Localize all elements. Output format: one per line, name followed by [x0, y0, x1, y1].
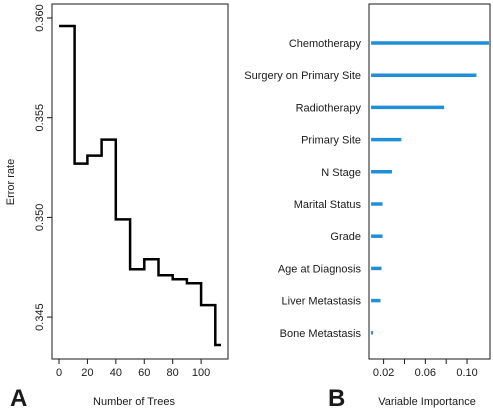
variable-label: Chemotherapy: [289, 38, 362, 50]
panel-b-x-tick-label: 0.06: [415, 367, 436, 379]
variable-label: Radiotherapy: [296, 102, 362, 114]
panel-b-x-tick-label: 0.02: [373, 367, 394, 379]
panel-a-x-axis-title: Number of Trees: [93, 396, 175, 408]
variable-label: Grade: [330, 231, 361, 243]
panel-b-letter: B: [328, 385, 345, 412]
panel-a-x-tick-label: 20: [81, 367, 93, 379]
panel-a-error-rate-chart: 0.345 0.350 0.355 0.360 0 20 40 60 80 100 Error …: [5, 3, 229, 412]
panel-a-y-axis-title: Error rate: [5, 159, 17, 205]
variable-label: N Stage: [321, 167, 361, 179]
panel-b-variable-importance-chart: Chemotherapy Surgery on Primary Site Radio…: [244, 3, 491, 412]
panel-b-x-axis-title: Variable Importance: [378, 396, 476, 408]
panel-a-y-tick-label: 0.350: [34, 204, 46, 232]
variable-label: Age at Diagnosis: [278, 263, 362, 275]
panel-a-x-tick-label: 100: [192, 367, 210, 379]
panel-a-x-axis: 0 20 40 60 80 100: [56, 359, 210, 379]
panel-a-y-tick-label: 0.355: [34, 104, 46, 132]
panel-a-x-tick-label: 60: [138, 367, 150, 379]
panel-a-x-tick-label: 40: [110, 367, 122, 379]
variable-label: Surgery on Primary Site: [244, 70, 361, 82]
panel-b-bars: [371, 41, 489, 335]
panel-a-y-tick-label: 0.360: [34, 4, 46, 32]
panel-b-x-axis: 0.02 0.06 0.10: [373, 359, 478, 379]
panel-a-x-tick-label: 0: [56, 367, 62, 379]
panel-a-y-axis: 0.345 0.350 0.355 0.360: [34, 4, 52, 331]
panel-b-plot-frame: [368, 3, 491, 360]
panel-a-y-tick-label: 0.345: [34, 303, 46, 331]
panel-a-plot-frame: [51, 3, 229, 360]
panel-a-x-tick-label: 80: [167, 367, 179, 379]
panel-a-letter: A: [10, 385, 27, 412]
variable-label: Liver Metastasis: [282, 296, 362, 308]
variable-label: Primary Site: [301, 135, 361, 147]
error-rate-line: [59, 24, 221, 347]
panel-b-category-labels: Chemotherapy Surgery on Primary Site Radio…: [244, 38, 361, 340]
panel-b-x-tick-label: 0.10: [456, 367, 477, 379]
variable-label: Marital Status: [294, 199, 362, 211]
variable-label: Bone Metastasis: [280, 328, 362, 340]
